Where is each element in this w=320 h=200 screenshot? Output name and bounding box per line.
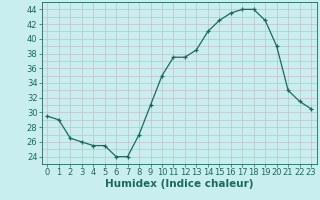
X-axis label: Humidex (Indice chaleur): Humidex (Indice chaleur) [105,179,253,189]
